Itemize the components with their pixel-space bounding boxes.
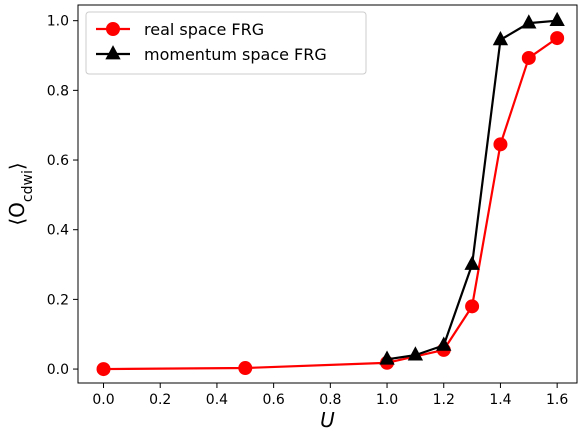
series-circle bbox=[96, 31, 565, 377]
x-tick-label: 0.8 bbox=[319, 392, 341, 408]
y-axis-label-sub: cdwi bbox=[20, 170, 36, 202]
legend-entry: real space FRG bbox=[96, 20, 264, 39]
y-axis-label: ⟨Ocdwi⟩ bbox=[5, 162, 36, 225]
data-point bbox=[96, 362, 111, 377]
y-axis-label-close: ⟩ bbox=[5, 162, 29, 170]
data-point bbox=[493, 137, 508, 152]
legend-box bbox=[85, 11, 367, 75]
data-point bbox=[464, 255, 480, 270]
data-point bbox=[465, 299, 480, 314]
series-line bbox=[103, 37, 558, 371]
data-point bbox=[550, 31, 565, 46]
y-tick-label: 0.2 bbox=[47, 292, 69, 308]
x-tick-label: 1.2 bbox=[433, 392, 455, 408]
x-tick-label: 0.6 bbox=[262, 392, 284, 408]
series-layer bbox=[96, 11, 565, 377]
y-tick-label: 1.0 bbox=[47, 14, 69, 30]
x-tick-label: 0.4 bbox=[206, 392, 228, 408]
legend-label: real space FRG bbox=[144, 20, 264, 39]
data-point bbox=[379, 350, 395, 365]
x-tick-label: 1.0 bbox=[376, 392, 398, 408]
x-tick-label: 1.4 bbox=[489, 392, 511, 408]
y-axis-label-main: ⟨O bbox=[5, 202, 29, 226]
series-triangle bbox=[379, 11, 565, 365]
x-tick-label: 1.6 bbox=[546, 392, 568, 408]
data-point bbox=[521, 14, 537, 29]
y-tick-label: 0.6 bbox=[47, 153, 69, 169]
legend: real space FRG momentum space FRG bbox=[85, 11, 367, 75]
x-axis-label: U bbox=[320, 408, 335, 431]
data-point bbox=[521, 50, 536, 65]
data-point bbox=[105, 45, 121, 60]
y-tick-label: 0.0 bbox=[47, 362, 69, 378]
plot-frame bbox=[77, 4, 578, 384]
x-tick-label: 0.0 bbox=[92, 392, 114, 408]
x-tick-label: 0.2 bbox=[149, 392, 171, 408]
y-tick-label: 0.8 bbox=[47, 83, 69, 99]
ticks: 0.0 0.2 0.4 0.6 0.8 1.0 1.2 1.4 1.6 0.0 0.2 0.4 0.6 0… bbox=[47, 14, 569, 408]
data-point bbox=[238, 361, 253, 376]
legend-label: momentum space FRG bbox=[144, 45, 327, 64]
data-point bbox=[549, 11, 565, 27]
data-point bbox=[106, 22, 120, 36]
y-tick-label: 0.4 bbox=[47, 223, 69, 239]
data-point bbox=[492, 30, 509, 46]
data-point bbox=[436, 336, 452, 351]
data-point bbox=[407, 346, 424, 361]
legend-entry: momentum space FRG bbox=[96, 45, 327, 64]
